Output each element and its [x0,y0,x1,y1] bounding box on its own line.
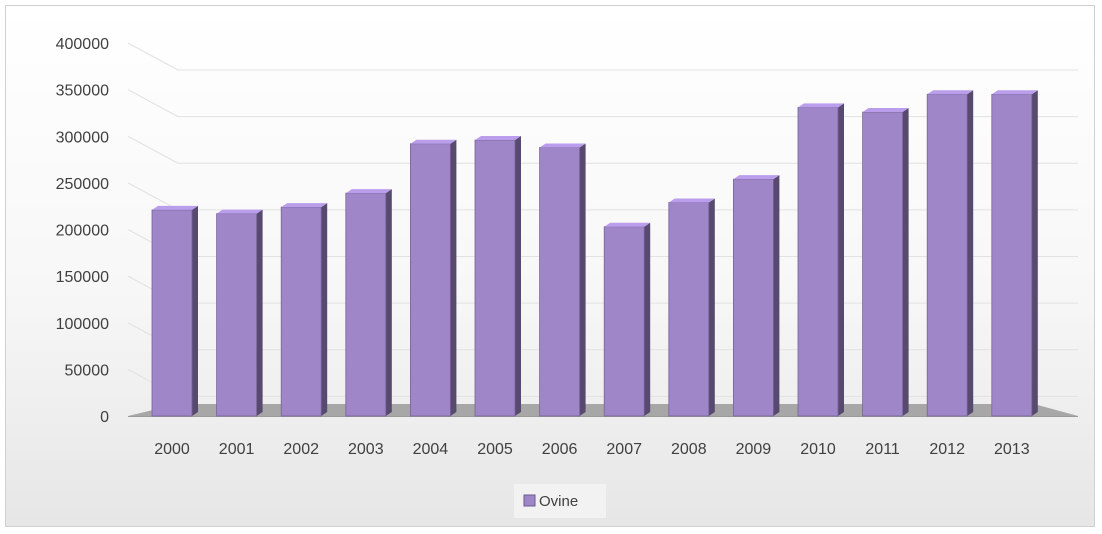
x-tick-label: 2000 [154,441,190,458]
bars [151,90,1038,417]
y-tick-label: 50000 [65,362,110,379]
bar-top [152,205,198,210]
x-tick-label: 2002 [283,441,319,458]
gridline [127,135,179,164]
bar-side [192,205,198,416]
bar-2003 [345,189,392,417]
bar-2006 [539,143,586,417]
legend-label-ovine: Ovine [539,493,578,510]
bar-front [474,139,516,417]
bar-side [967,90,974,416]
chart-frame: 0 50000 100000 150000 200000 250000 300000 3500… [5,5,1095,527]
bar-2004 [409,139,457,417]
bar-top [798,103,844,108]
y-tick-label: 400000 [56,36,109,53]
bar-2002 [280,203,328,417]
x-tick-label: 2008 [671,441,707,458]
bar-top [733,175,780,180]
bar-top [862,108,909,113]
bar-2009 [733,175,780,417]
y-tick-label: 350000 [56,83,109,100]
bar-front [862,111,903,417]
x-tick-label: 2006 [542,441,578,458]
bar-2011 [862,108,909,417]
y-tick-label: 250000 [56,176,109,193]
bar-side [773,175,780,416]
gridline [127,42,179,71]
x-tick-label: 2005 [477,441,513,458]
bar-side [1031,90,1038,416]
bar-side [256,209,263,416]
bar-2012 [926,90,974,417]
bar-top [991,90,1038,95]
bar-front [409,143,451,417]
x-axis-ticks: 2000 2001 2002 2003 2004 2005 2006 2007 2008 2009… [154,441,1029,458]
x-tick-label: 2012 [929,441,965,458]
bar-front [668,202,710,417]
x-tick-label: 2011 [865,441,900,458]
bar-side [644,222,651,416]
bar-front [797,106,839,417]
bar-front [216,213,258,417]
x-tick-label: 2009 [736,441,772,458]
bar-2007 [603,222,651,417]
bar-front [345,192,387,417]
bar-side [515,135,521,417]
bar-front [733,178,774,417]
bar-side [838,103,844,416]
bar-top [475,135,521,140]
legend: Ovine [514,484,606,518]
x-tick-label: 2004 [413,441,449,458]
bar-2010 [797,103,844,417]
ovine-bar-chart: 0 50000 100000 150000 200000 250000 300000 3500… [56,36,1078,518]
x-tick-label: 2003 [348,441,384,458]
y-tick-label: 0 [100,409,109,426]
bar-side [579,143,586,416]
bar-2013 [991,90,1038,417]
gridline [127,89,179,118]
bar-side [450,139,457,416]
y-tick-label: 300000 [56,129,109,146]
bar-2008 [668,198,715,417]
gridline [127,182,179,211]
bar-2001 [216,209,263,417]
bar-top [410,139,457,144]
bar-top [216,209,263,214]
y-tick-label: 150000 [56,269,109,286]
bar-top [668,198,715,203]
bar-top [281,203,328,208]
x-tick-label: 2007 [606,441,642,458]
bar-front [280,206,322,417]
bar-front [926,93,968,417]
bar-front [151,209,193,417]
bar-top [539,143,586,148]
y-tick-label: 100000 [56,316,109,333]
x-tick-label: 2010 [800,441,836,458]
bar-top [927,90,974,95]
bar-side [385,189,392,416]
x-tick-label: 2013 [994,441,1030,458]
y-axis-ticks: 0 50000 100000 150000 200000 250000 300000 3500… [56,36,109,426]
bar-top [345,189,392,194]
bar-2000 [151,205,198,417]
x-tick-label: 2001 [219,441,255,458]
bar-top [604,222,651,227]
y-tick-label: 200000 [56,223,109,240]
bar-front [603,226,645,417]
bar-side [708,198,715,416]
bar-front [539,147,580,417]
bar-side [321,203,328,416]
legend-swatch-ovine [523,494,536,507]
bar-side [902,108,909,416]
bar-front [991,93,1033,417]
bar-2005 [474,135,521,417]
